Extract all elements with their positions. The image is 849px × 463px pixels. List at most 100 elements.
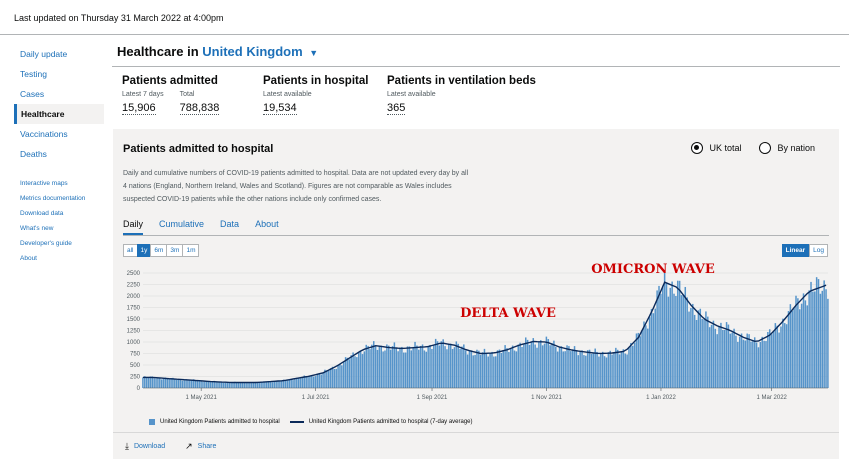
daily-bar <box>220 381 223 388</box>
side-navigation: Daily update Testing Cases Healthcare Va… <box>14 44 104 266</box>
scale-log-button[interactable]: Log <box>809 244 828 257</box>
radio-unchecked-icon[interactable] <box>759 142 772 154</box>
daily-bar <box>630 343 632 388</box>
daily-bar <box>538 341 540 388</box>
daily-bar <box>504 345 506 388</box>
chevron-down-icon[interactable]: ▼ <box>309 48 319 58</box>
scale-linear-button[interactable]: Linear <box>781 244 810 257</box>
radio-checked-icon[interactable] <box>691 142 704 154</box>
range-3m-button[interactable]: 3m <box>166 244 184 257</box>
range-6m-button[interactable]: 6m <box>150 244 168 257</box>
daily-bar <box>205 380 208 388</box>
tab-daily[interactable]: Daily <box>123 219 144 235</box>
daily-bar <box>776 325 778 388</box>
daily-bar <box>684 286 687 388</box>
y-tick-label: 2500 <box>127 271 141 277</box>
daily-bar <box>611 354 613 388</box>
legend-label: United Kingdom Patients admitted to hosp… <box>160 419 280 425</box>
daily-bar <box>523 344 525 388</box>
daily-bar <box>556 351 559 388</box>
daily-bar <box>348 359 351 388</box>
daily-bar <box>144 376 146 388</box>
daily-bar <box>354 356 356 388</box>
radio-by-nation[interactable]: By nation <box>759 142 815 154</box>
daily-bar <box>494 356 497 388</box>
daily-bar <box>279 381 281 388</box>
metric-value-ventilation[interactable]: 365 <box>387 102 406 115</box>
nav-healthcare[interactable]: Healthcare <box>14 104 104 124</box>
metric-value-latest-7-days[interactable]: 15,906 <box>122 102 156 115</box>
nav-testing[interactable]: Testing <box>20 69 47 79</box>
daily-bar <box>371 344 373 388</box>
link-about[interactable]: About <box>20 255 37 262</box>
daily-bar <box>284 380 287 388</box>
daily-bar <box>620 351 623 388</box>
daily-bar <box>540 340 542 388</box>
daily-bar <box>652 313 655 388</box>
nav-vaccinations[interactable]: Vaccinations <box>20 129 68 139</box>
daily-bar <box>431 348 433 388</box>
metric-value-hospital[interactable]: 19,534 <box>263 102 297 115</box>
daily-bar <box>624 353 626 388</box>
daily-bar <box>613 352 615 388</box>
daily-bar <box>650 308 653 388</box>
daily-bar <box>393 342 396 388</box>
link-download-data[interactable]: Download data <box>20 210 64 217</box>
daily-bar <box>566 345 568 388</box>
daily-bar <box>369 349 371 388</box>
daily-bar <box>783 323 786 388</box>
range-all-button[interactable]: all <box>123 244 138 257</box>
daily-bar <box>446 349 448 388</box>
daily-bar <box>551 343 553 388</box>
daily-bar <box>585 355 587 388</box>
daily-bar <box>791 310 793 388</box>
daily-bar <box>174 379 176 388</box>
card-description: Daily and cumulative numbers of COVID-19… <box>123 170 469 203</box>
daily-bar <box>408 346 411 388</box>
share-button[interactable]: ↗ Share <box>185 441 216 452</box>
link-interactive-maps[interactable]: Interactive maps <box>20 180 68 187</box>
daily-bar <box>312 376 315 388</box>
daily-bar <box>187 379 189 388</box>
tab-about[interactable]: About <box>255 219 279 229</box>
daily-bar <box>521 347 523 388</box>
nav-daily-update[interactable]: Daily update <box>20 49 68 59</box>
daily-bar <box>194 380 197 388</box>
daily-bar <box>765 341 767 388</box>
daily-bar <box>414 341 416 388</box>
daily-bar <box>309 375 311 388</box>
daily-bar <box>541 345 544 388</box>
nav-deaths[interactable]: Deaths <box>20 149 47 159</box>
daily-bar <box>622 349 625 388</box>
download-button[interactable]: ⤓ Download <box>125 441 165 452</box>
link-metrics-documentation[interactable]: Metrics documentation <box>20 195 86 202</box>
daily-bar <box>412 346 414 388</box>
daily-bar <box>374 346 377 388</box>
daily-bar <box>382 351 384 388</box>
daily-bar <box>570 351 572 388</box>
daily-bar <box>821 290 824 388</box>
daily-bar <box>718 326 720 388</box>
nav-cases[interactable]: Cases <box>20 89 45 99</box>
daily-bar <box>588 349 591 388</box>
tab-cumulative[interactable]: Cumulative <box>159 219 205 229</box>
daily-bar <box>598 356 600 388</box>
daily-bar <box>166 378 169 388</box>
metric-value-total[interactable]: 788,838 <box>179 102 220 115</box>
daily-bar <box>528 344 531 388</box>
daily-bar <box>483 348 486 388</box>
daily-bar <box>232 382 234 388</box>
card-title: Patients admitted to hospital <box>123 143 274 155</box>
link-whats-new[interactable]: What's new <box>20 225 54 232</box>
radio-uk-total[interactable]: UK total <box>691 142 741 154</box>
daily-bar <box>665 283 668 388</box>
range-1m-button[interactable]: 1m <box>182 244 200 257</box>
seven-day-average-line <box>143 281 827 384</box>
daily-bar <box>646 328 649 388</box>
range-1y-button[interactable]: 1y <box>136 244 152 257</box>
daily-bar <box>810 281 812 388</box>
link-developers-guide[interactable]: Developer's guide <box>20 240 72 247</box>
daily-bar <box>583 355 585 388</box>
tab-data[interactable]: Data <box>220 219 240 229</box>
area-selector[interactable]: United Kingdom <box>202 44 303 59</box>
